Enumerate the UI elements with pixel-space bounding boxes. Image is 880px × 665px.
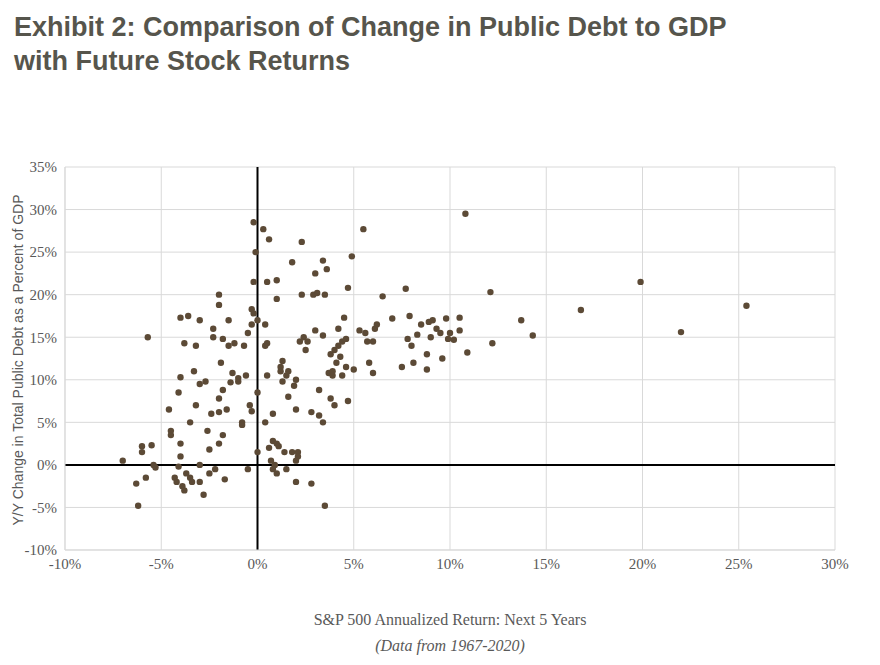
svg-text:5%: 5% bbox=[37, 415, 57, 431]
svg-text:25%: 25% bbox=[30, 244, 58, 260]
html-text:(Data from 1967-2020): (Data from 1967-2020) bbox=[375, 637, 525, 654]
svg-text:15%: 15% bbox=[533, 556, 561, 572]
svg-text:-10%: -10% bbox=[48, 555, 82, 572]
svg-text:20%: 20% bbox=[30, 287, 58, 303]
svg-text:-5%: -5% bbox=[32, 500, 57, 516]
svg-text:30%: 30% bbox=[30, 202, 58, 218]
svg-text:20%: 20% bbox=[629, 556, 657, 572]
svg-text:5%: 5% bbox=[344, 556, 364, 572]
svg-text:-10%: -10% bbox=[25, 542, 58, 558]
html-text:S&P 500 Annualized Return: Nex: S&P 500 Annualized Return: Next 5 Years bbox=[313, 611, 587, 628]
html-text:Exhibit 2: Comparison of Chang: Exhibit 2: Comparison of Change in Publi… bbox=[14, 12, 727, 76]
svg-text:0%: 0% bbox=[248, 556, 268, 572]
svg-text:0%: 0% bbox=[37, 457, 57, 473]
svg-text:25%: 25% bbox=[725, 556, 753, 572]
svg-text:-5%: -5% bbox=[149, 556, 174, 572]
html-text:Y/Y Change in Total Public Deb: Y/Y Change in Total Public Debt as a Per… bbox=[10, 194, 26, 526]
svg-text:30%: 30% bbox=[821, 556, 849, 572]
svg-text:35%: 35% bbox=[30, 159, 58, 175]
svg-text:10%: 10% bbox=[30, 372, 58, 388]
svg-text:10%: 10% bbox=[436, 556, 464, 572]
svg-text:15%: 15% bbox=[30, 330, 58, 346]
